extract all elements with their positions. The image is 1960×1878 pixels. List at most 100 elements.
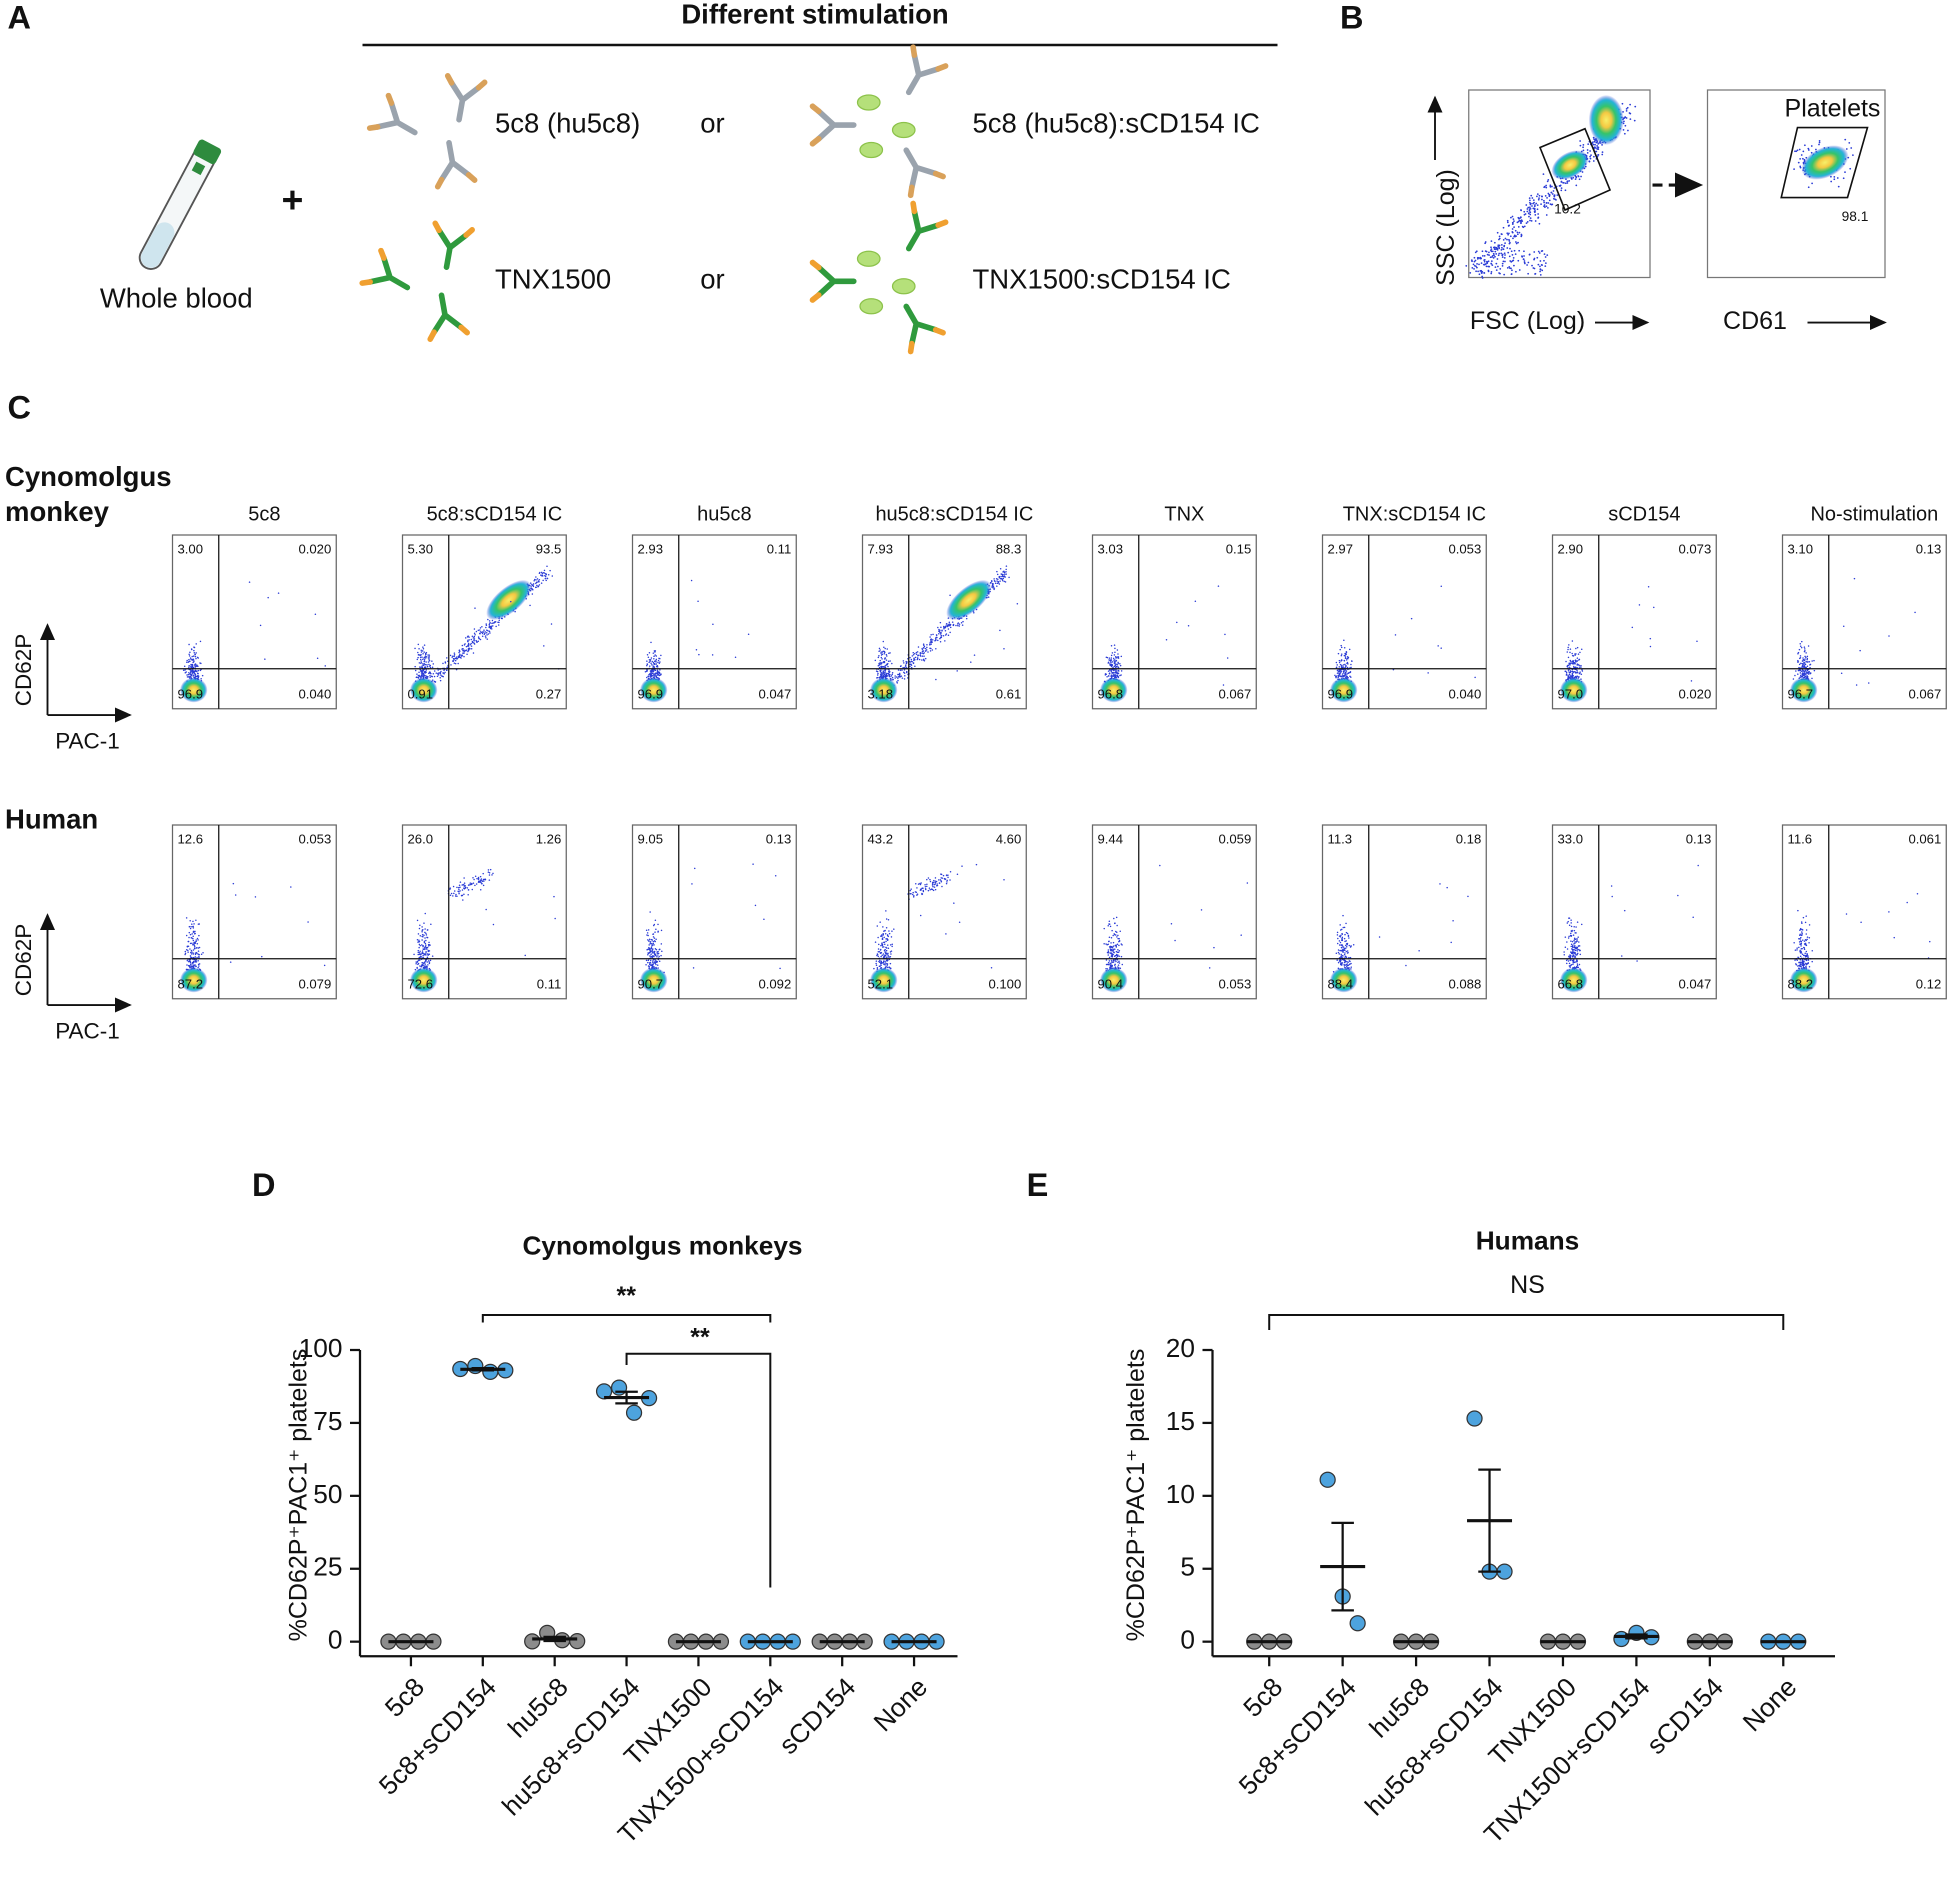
event-dot <box>461 648 463 650</box>
event-dot <box>944 626 947 629</box>
event-dot <box>1500 248 1503 251</box>
event-dot <box>949 870 952 873</box>
event-dot <box>878 960 880 963</box>
event-dot <box>1801 931 1803 933</box>
event-dot <box>888 675 891 677</box>
event-dot <box>192 935 194 937</box>
event-dot <box>1110 960 1113 962</box>
event-dot <box>1804 921 1807 924</box>
event-dot <box>889 660 891 662</box>
event-dot <box>1523 255 1525 257</box>
event-dot <box>939 637 941 640</box>
event-dot <box>1576 950 1579 952</box>
event-dot <box>1110 658 1112 661</box>
event-dot <box>186 959 189 962</box>
event-dot <box>1573 961 1576 964</box>
event-dot <box>467 889 470 891</box>
event-dot <box>1534 272 1537 275</box>
event-dot <box>415 676 418 679</box>
event-dot <box>423 644 426 646</box>
density-hotspot <box>410 677 438 703</box>
event-dot <box>649 955 651 957</box>
event-dot <box>929 647 931 649</box>
event-dot <box>1518 269 1521 271</box>
event-dot <box>1578 945 1580 947</box>
event-dot <box>424 963 426 965</box>
event-dot <box>650 657 653 659</box>
event-dot <box>419 950 421 953</box>
event-dot <box>1502 226 1505 229</box>
event-dot <box>1544 262 1547 265</box>
event-dot <box>659 661 661 663</box>
event-dot <box>763 918 765 921</box>
event-dot <box>1498 238 1500 241</box>
event-dot <box>1349 670 1352 673</box>
quadrant-value: 3.10 <box>1788 541 1814 556</box>
event-dot <box>1799 929 1801 931</box>
antibody-tip <box>427 324 470 342</box>
event-dot <box>943 626 945 629</box>
event-dot <box>1570 945 1572 948</box>
data-point <box>482 1363 499 1380</box>
event-dot <box>195 965 197 967</box>
event-dot <box>186 661 188 664</box>
event-dot <box>1803 659 1806 662</box>
event-dot <box>1799 642 1801 645</box>
event-dot <box>1003 573 1006 575</box>
event-dot <box>901 669 903 671</box>
event-dot <box>1545 184 1548 187</box>
event-dot <box>1799 669 1802 672</box>
antibody-icon <box>809 259 857 303</box>
event-dot <box>1113 669 1115 672</box>
event-dot <box>1475 265 1477 268</box>
event-dot <box>1488 265 1491 268</box>
event-dot <box>879 659 881 662</box>
event-dot <box>1213 946 1215 949</box>
event-dot <box>657 950 659 953</box>
antibody-stem <box>374 100 418 136</box>
event-dot <box>1574 951 1576 954</box>
x-tick-label: 5c8 <box>379 1672 430 1723</box>
event-dot <box>1116 931 1118 934</box>
event-dot <box>1342 914 1344 917</box>
event-dot <box>1340 956 1343 958</box>
quadrant-value: 43.2 <box>868 831 894 846</box>
antibody-tip <box>907 170 946 199</box>
event-dot <box>947 876 949 879</box>
event-dot <box>1566 922 1569 924</box>
event-dot <box>1105 959 1108 961</box>
event-dot <box>1003 570 1005 572</box>
event-dot <box>655 660 657 662</box>
event-dot <box>197 950 200 952</box>
event-dot <box>958 921 961 924</box>
event-dot <box>1572 660 1575 662</box>
event-dot <box>545 579 547 582</box>
event-dot <box>487 618 489 621</box>
event-dot <box>652 962 655 964</box>
event-dot <box>947 874 949 876</box>
event-dot <box>1572 951 1575 953</box>
event-dot <box>437 669 439 671</box>
event-dot <box>475 883 478 885</box>
event-dot <box>463 888 466 890</box>
event-dot <box>1803 674 1806 677</box>
event-dot <box>1465 265 1468 267</box>
event-dot <box>1493 241 1496 244</box>
event-dot <box>1574 653 1576 655</box>
event-dot <box>655 938 657 940</box>
event-dot <box>468 639 470 641</box>
quadrant-value: 3.18 <box>868 686 894 701</box>
event-dot <box>1546 197 1548 199</box>
event-dot <box>1808 937 1811 939</box>
event-dot <box>656 964 659 966</box>
event-dot <box>464 637 467 639</box>
event-dot <box>652 669 654 672</box>
event-dot <box>876 677 878 679</box>
event-dot <box>894 677 896 679</box>
event-dot <box>191 659 194 661</box>
event-dot <box>1627 129 1629 132</box>
event-dot <box>958 625 961 627</box>
event-dot <box>877 950 880 953</box>
event-dot <box>1801 669 1804 671</box>
event-dot <box>1350 660 1353 662</box>
